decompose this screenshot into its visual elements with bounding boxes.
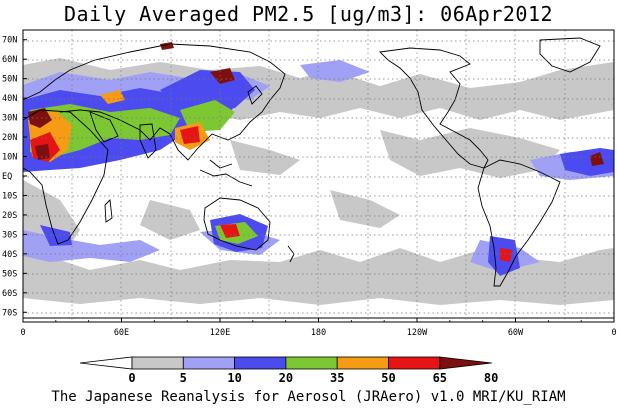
colorbar-segment <box>285 356 338 370</box>
lat-label: EQ <box>2 172 12 182</box>
map-title: Daily Averaged PM2.5 [ug/m3]: 06Apr2012 <box>63 2 554 26</box>
colorbar-label: 35 <box>330 371 344 385</box>
colorbar-segment <box>182 356 236 370</box>
lon-label: 0 <box>611 328 616 338</box>
colorbar-label: 65 <box>433 371 447 385</box>
lat-label: 50S <box>2 269 17 279</box>
lat-label: 30S <box>2 230 17 240</box>
colorbar-segment <box>234 356 287 370</box>
colorbar-label: 10 <box>227 371 241 385</box>
lat-label: 30N <box>2 114 17 124</box>
lat-label: 60S <box>2 289 17 299</box>
lat-label: 50N <box>2 75 17 85</box>
colorbar-segment <box>131 356 184 370</box>
latitude-labels: 70N 60N 50N 40N 30N 20N 10N EQ 10S 20S 30S 40S 50S 60… <box>2 36 27 318</box>
lon-label: 60E <box>114 328 129 338</box>
lon-label: 60W <box>508 328 524 338</box>
credit-line: The Japanese Reanalysis for Aerosol (JRA… <box>51 389 566 405</box>
lat-label: 70N <box>2 36 17 46</box>
colorbar-label: 20 <box>279 371 293 385</box>
longitude-labels: 0 60E 120E 180 120W 60W 0 <box>20 318 617 338</box>
lon-label: 0 <box>20 328 25 338</box>
concentration-field-80-plus <box>28 42 604 166</box>
lat-label: 10S <box>2 191 17 201</box>
map-panel <box>23 30 614 322</box>
lat-label: 40S <box>2 250 17 260</box>
colorbar-label: 80 <box>484 371 498 385</box>
colorbar-label: 0 <box>128 371 135 385</box>
lat-label: 60N <box>2 55 17 65</box>
lat-label: 10N <box>2 153 17 163</box>
colorbar-segment <box>79 356 133 370</box>
colorbar-segment <box>439 356 492 370</box>
lat-label: 20S <box>2 211 17 221</box>
colorbar: 0 5 10 20 35 50 65 80 <box>79 356 498 385</box>
colorbar-label: 5 <box>180 371 187 385</box>
colorbar-label: 50 <box>381 371 395 385</box>
graticule <box>23 30 614 322</box>
lat-label: 70S <box>2 308 17 318</box>
lat-label: 40N <box>2 94 17 104</box>
colorbar-segment <box>336 356 389 370</box>
lat-label: 20N <box>2 133 17 143</box>
lon-label: 120W <box>407 328 428 338</box>
lon-label: 120E <box>210 328 230 338</box>
lon-label: 180 <box>311 328 326 338</box>
colorbar-segment <box>388 356 441 370</box>
